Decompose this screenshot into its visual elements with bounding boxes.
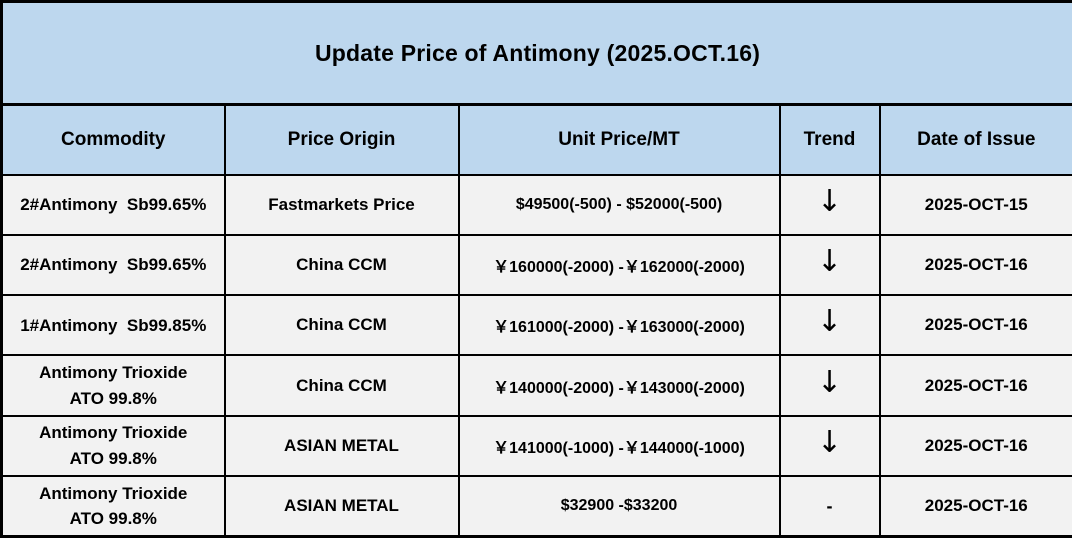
date-cell: 2025-OCT-16 (878, 294, 1072, 357)
trend-cell-down-arrow-icon: ↓ (778, 173, 881, 236)
page-title: Update Price of Antimony (2025.OCT.16) (0, 0, 1072, 106)
trend-cell-down-arrow-icon: ↓ (778, 354, 881, 417)
unit-price-cell: $49500(-500) - $52000(-500) (457, 173, 781, 236)
commodity-cell: Antimony Trioxide ATO 99.8% (0, 354, 226, 417)
date-cell: 2025-OCT-16 (878, 475, 1072, 538)
date-cell: 2025-OCT-16 (878, 233, 1072, 297)
unit-price-cell: ￥140000(-2000) -￥143000(-2000) (457, 354, 781, 417)
date-cell: 2025-OCT-16 (878, 414, 1072, 478)
price-origin-cell: China CCM (223, 354, 460, 417)
trend-cell: - (778, 475, 881, 538)
col-header-commodity: Commodity (0, 103, 226, 176)
table-row: Antimony Trioxide ATO 99.8% ASIAN METAL … (0, 475, 1072, 538)
price-origin-cell: ASIAN METAL (223, 475, 460, 538)
trend-cell-down-arrow-icon: ↓ (778, 414, 881, 478)
unit-price-cell: ￥141000(-1000) -￥144000(-1000) (457, 414, 781, 478)
col-header-price-origin: Price Origin (223, 103, 460, 176)
date-cell: 2025-OCT-16 (878, 354, 1072, 417)
title-row: Update Price of Antimony (2025.OCT.16) (0, 0, 1072, 106)
price-origin-cell: Fastmarkets Price (223, 173, 460, 236)
table-row: Antimony Trioxide ATO 99.8% ASIAN METAL … (0, 414, 1072, 478)
unit-price-cell: $32900 -$33200 (457, 475, 781, 538)
table-row: 2#Antimony Sb99.65% China CCM ￥160000(-2… (0, 233, 1072, 297)
trend-cell-down-arrow-icon: ↓ (778, 233, 881, 297)
price-origin-cell: China CCM (223, 233, 460, 297)
unit-price-cell: ￥161000(-2000) -￥163000(-2000) (457, 294, 781, 357)
price-table-body: 2#Antimony Sb99.65% Fastmarkets Price $4… (0, 173, 1072, 538)
table-header-row: Commodity Price Origin Unit Price/MT Tre… (0, 103, 1072, 176)
commodity-cell: 1#Antimony Sb99.85% (0, 294, 226, 357)
table-row: 2#Antimony Sb99.65% Fastmarkets Price $4… (0, 173, 1072, 236)
table-row: Antimony Trioxide ATO 99.8% China CCM ￥1… (0, 354, 1072, 417)
unit-price-cell: ￥160000(-2000) -￥162000(-2000) (457, 233, 781, 297)
commodity-cell: Antimony Trioxide ATO 99.8% (0, 475, 226, 538)
col-header-unit-price: Unit Price/MT (457, 103, 781, 176)
date-cell: 2025-OCT-15 (878, 173, 1072, 236)
commodity-cell: 2#Antimony Sb99.65% (0, 173, 226, 236)
table-row: 1#Antimony Sb99.85% China CCM ￥161000(-2… (0, 294, 1072, 357)
commodity-cell: Antimony Trioxide ATO 99.8% (0, 414, 226, 478)
price-origin-cell: ASIAN METAL (223, 414, 460, 478)
price-origin-cell: China CCM (223, 294, 460, 357)
col-header-trend: Trend (778, 103, 881, 176)
col-header-date-of-issue: Date of Issue (878, 103, 1072, 176)
commodity-cell: 2#Antimony Sb99.65% (0, 233, 226, 297)
trend-cell-down-arrow-icon: ↓ (778, 294, 881, 357)
